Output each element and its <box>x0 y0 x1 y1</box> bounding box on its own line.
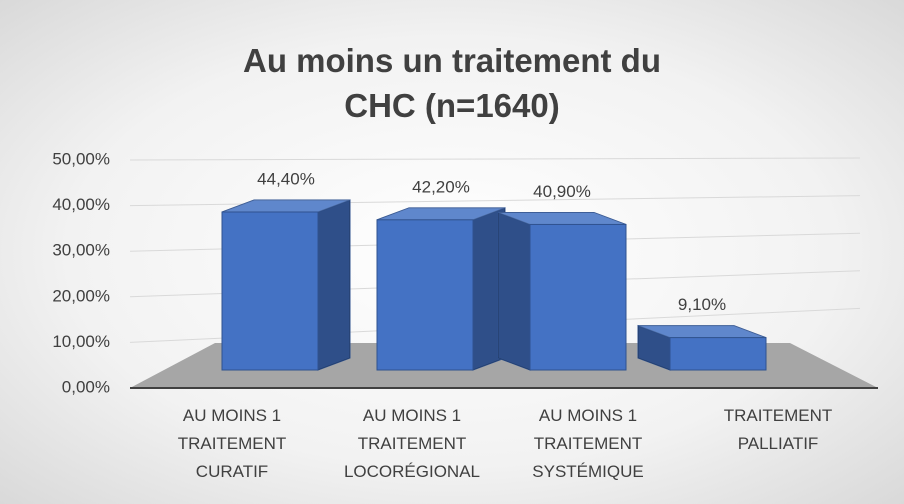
bar-top-shade <box>638 325 766 338</box>
y-tick-label: 30,00% <box>52 241 110 260</box>
bar-top-shade <box>377 207 505 220</box>
x-tick-label: AU MOINS 1 TRAITEMENT SYSTÉMIQUE <box>532 406 644 481</box>
value-label: 9,10% <box>678 295 726 314</box>
x-tick-label: AU MOINS 1 TRAITEMENT CURATIF <box>177 406 287 481</box>
bar-front <box>221 211 319 371</box>
bar-front <box>376 219 474 371</box>
value-label: 42,20% <box>412 177 470 196</box>
bar-top-shade <box>222 200 350 212</box>
chart-title: Au moins un traitement du CHC (n=1640) <box>242 42 661 124</box>
bar-front <box>529 223 627 371</box>
bar-side-shade <box>498 212 530 370</box>
bar-side-shade <box>318 200 350 370</box>
bar <box>637 324 767 371</box>
bar <box>376 207 506 371</box>
bar <box>497 211 627 371</box>
bar-side-shade <box>473 207 505 370</box>
grid-line <box>129 157 861 161</box>
value-label: 40,90% <box>533 182 591 201</box>
bar-top-shade <box>498 212 626 225</box>
y-tick-label: 0,00% <box>62 377 110 396</box>
y-tick-label: 40,00% <box>52 195 110 214</box>
y-tick-label: 10,00% <box>52 332 110 351</box>
value-label: 44,40% <box>257 169 315 188</box>
grid-line <box>129 195 861 207</box>
y-tick-label: 50,00% <box>52 149 110 168</box>
y-tick-label: 20,00% <box>52 286 110 305</box>
x-tick-label: AU MOINS 1 TRAITEMENT LOCORÉGIONAL <box>343 406 481 481</box>
bar-front <box>669 337 767 371</box>
x-tick-label: TRAITEMENT PALLIATIF <box>723 406 833 453</box>
bar <box>221 199 351 371</box>
bar-side-shade <box>638 325 670 370</box>
